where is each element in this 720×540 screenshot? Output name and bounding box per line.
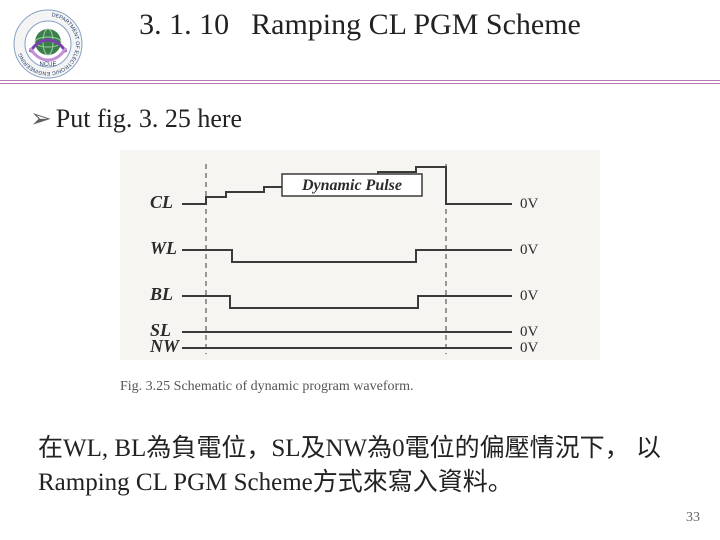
body-paragraph: 在WL, BL為負電位，SL及NW為0電位的偏壓情況下， 以Ramping CL…: [38, 432, 688, 500]
svg-text:0V: 0V: [520, 288, 539, 304]
svg-text:BL: BL: [149, 284, 173, 304]
svg-text:Dynamic Pulse: Dynamic Pulse: [301, 177, 402, 194]
page-number: 33: [686, 510, 700, 526]
title-text: Ramping CL PGM Scheme: [251, 8, 581, 41]
section-number: 3. 1. 10: [139, 8, 229, 41]
svg-text:NW: NW: [149, 336, 181, 356]
bullet-text: Put fig. 3. 25 here: [56, 104, 242, 134]
logo-inner-text: NCUE: [39, 62, 56, 68]
svg-text:CL: CL: [150, 192, 173, 212]
svg-text:0V: 0V: [520, 340, 539, 356]
svg-text:0V: 0V: [520, 242, 539, 258]
svg-text:0V: 0V: [520, 196, 539, 212]
svg-text:0V: 0V: [520, 324, 539, 340]
svg-text:WL: WL: [150, 238, 177, 258]
chevron-icon: ➢: [30, 104, 52, 134]
figure-caption: Fig. 3.25 Schematic of dynamic program w…: [120, 379, 414, 394]
slide-title: 3. 1. 10 Ramping CL PGM Scheme: [0, 8, 720, 42]
bullet-item: ➢ Put fig. 3. 25 here: [30, 104, 242, 134]
waveform-figure: Dynamic Pulse CLWLBLSLNW 0V0V0V0V0V Fig.…: [120, 150, 600, 405]
title-underline: [0, 80, 720, 84]
